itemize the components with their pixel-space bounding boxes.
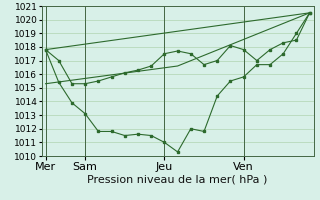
X-axis label: Pression niveau de la mer( hPa ): Pression niveau de la mer( hPa ) — [87, 174, 268, 184]
